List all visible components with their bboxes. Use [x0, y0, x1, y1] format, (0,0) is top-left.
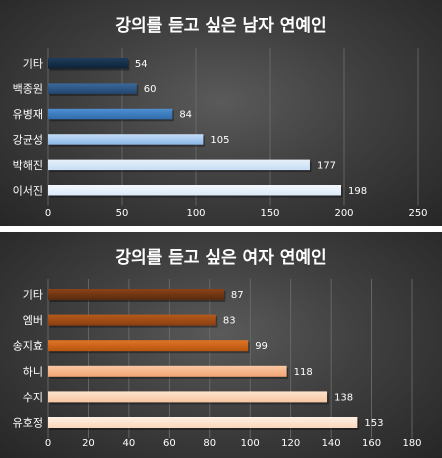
value-label: 54 — [135, 59, 148, 70]
category-label: 유병재 — [13, 108, 43, 121]
category-label: 송지효 — [13, 340, 43, 353]
value-label: 83 — [223, 316, 236, 327]
x-tick-label: 200 — [334, 208, 353, 219]
value-label: 153 — [364, 418, 383, 429]
value-label: 60 — [144, 84, 157, 95]
x-tick-label: 80 — [203, 438, 216, 449]
value-label: 84 — [179, 110, 192, 121]
bar — [48, 134, 204, 145]
x-tick-label: 150 — [260, 208, 279, 219]
x-tick-label: 100 — [186, 208, 205, 219]
x-tick-label: 50 — [116, 208, 129, 219]
x-tick-label: 60 — [163, 438, 176, 449]
value-label: 138 — [334, 392, 353, 403]
chart-title: 강의를 듣고 싶은 남자 연예인 — [115, 16, 326, 36]
chart-panel-male: 강의를 듣고 싶은 남자 연예인 0 50 100 150 200 250 기타 54 백종원 6… — [0, 0, 442, 226]
x-tick-label: 140 — [322, 438, 341, 449]
category-label: 기타 — [23, 57, 43, 70]
category-label: 백종원 — [13, 83, 43, 96]
bar — [48, 159, 310, 171]
chart-panel-female: 강의를 듣고 싶은 여자 연예인 0 20 40 60 80 100 120 140 160 18… — [0, 232, 442, 458]
bar — [48, 83, 137, 94]
category-label: 엠버 — [23, 314, 43, 327]
category-label: 기타 — [23, 289, 43, 302]
bar — [48, 340, 249, 352]
category-label: 강균성 — [13, 133, 43, 146]
x-tick-label: 40 — [123, 438, 136, 449]
category-label: 박해진 — [13, 158, 43, 172]
value-label: 105 — [210, 135, 229, 146]
x-tick-label: 20 — [82, 438, 95, 449]
category-label: 하니 — [23, 364, 43, 378]
x-tick-label: 250 — [408, 208, 427, 219]
category-label: 유호정 — [13, 417, 43, 430]
x-tick-label: 180 — [402, 438, 421, 449]
value-label: 118 — [294, 367, 313, 378]
value-label: 177 — [317, 160, 336, 171]
x-tick-label: 120 — [281, 438, 300, 449]
x-tick-label: 160 — [362, 438, 381, 449]
bar — [48, 417, 358, 428]
chart-title: 강의를 듣고 싶은 여자 연예인 — [115, 248, 326, 268]
value-label: 198 — [348, 186, 367, 197]
x-tick-label: 0 — [45, 438, 51, 449]
category-label: 수지 — [23, 391, 43, 404]
chart-male-celebrities: 강의를 듣고 싶은 남자 연예인 0 50 100 150 200 250 기타 54 백종원 6… — [13, 16, 428, 219]
x-tick-label: 0 — [45, 208, 51, 219]
value-label: 87 — [231, 290, 244, 301]
chart-female-celebrities: 강의를 듣고 싶은 여자 연예인 0 20 40 60 80 100 120 140 160 18… — [13, 248, 422, 449]
bar — [48, 391, 328, 403]
bar — [48, 289, 224, 300]
x-tick-label: 100 — [241, 438, 260, 449]
value-label: 99 — [255, 341, 268, 352]
bar — [48, 58, 128, 69]
bar — [48, 185, 342, 196]
bar — [48, 314, 216, 326]
bar — [48, 108, 173, 120]
category-label: 이서진 — [13, 184, 43, 197]
bar — [48, 365, 287, 377]
